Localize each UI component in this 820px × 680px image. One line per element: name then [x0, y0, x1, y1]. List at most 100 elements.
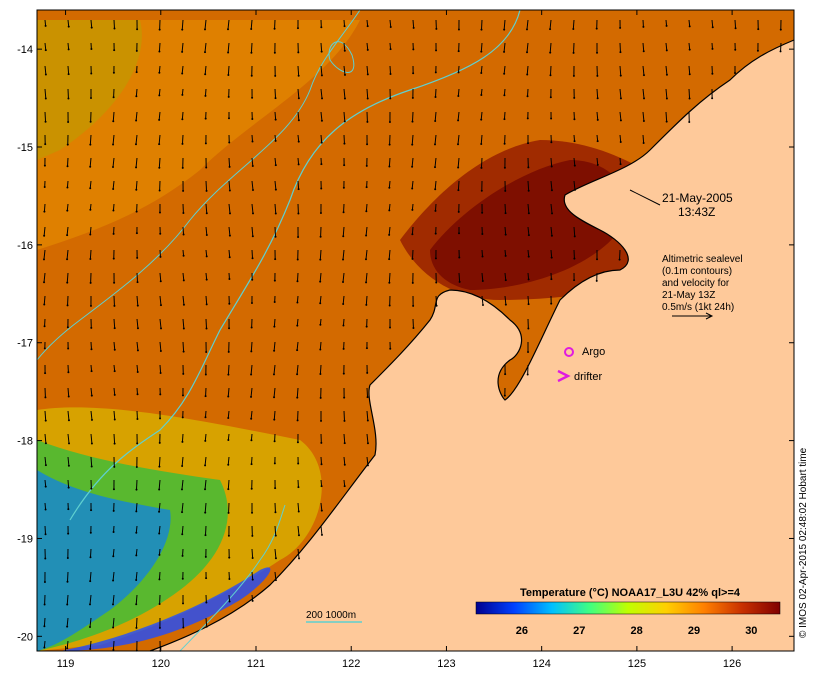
- velocity-arrow-head: [504, 254, 507, 257]
- velocity-arrow-head: [228, 141, 231, 144]
- velocity-arrow-head: [113, 370, 116, 373]
- velocity-arrow-head: [136, 418, 139, 421]
- velocity-arrow-head: [182, 303, 185, 306]
- velocity-arrow-head: [113, 393, 116, 396]
- velocity-arrow-head: [320, 187, 323, 190]
- velocity-arrow-head: [250, 302, 253, 305]
- velocity-arrow-head: [159, 417, 162, 420]
- velocity-arrow-head: [320, 163, 323, 166]
- velocity-arrow-head: [527, 303, 530, 306]
- velocity-arrow-head: [182, 212, 185, 215]
- velocity-arrow-head: [342, 211, 345, 214]
- velocity-arrow: [619, 157, 622, 165]
- velocity-arrow: [366, 88, 369, 99]
- velocity-arrow-head: [596, 97, 599, 100]
- velocity-arrow: [158, 42, 161, 52]
- velocity-arrow-head: [527, 234, 530, 237]
- velocity-arrow-head: [43, 303, 46, 306]
- velocity-arrow-head: [228, 165, 231, 168]
- velocity-arrow: [297, 65, 300, 76]
- velocity-arrow-head: [273, 462, 276, 465]
- argo-label: Argo: [582, 346, 605, 358]
- velocity-arrow-head: [228, 302, 231, 305]
- velocity-arrow-head: [412, 26, 415, 29]
- velocity-arrow-head: [181, 72, 184, 75]
- velocity-arrow: [89, 640, 92, 650]
- velocity-arrow-head: [481, 255, 484, 258]
- velocity-arrow: [411, 226, 414, 235]
- velocity-arrow-head: [113, 281, 116, 284]
- velocity-arrow-head: [90, 465, 93, 468]
- velocity-arrow-head: [67, 532, 70, 535]
- velocity-arrow: [227, 456, 230, 465]
- velocity-arrow: [573, 180, 576, 190]
- velocity-arrow: [527, 295, 530, 305]
- colorbar-title: Temperature (°C) NOAA17_L3U 42% ql>=4: [520, 587, 741, 599]
- velocity-arrow: [273, 364, 276, 375]
- velocity-arrow: [273, 387, 276, 398]
- velocity-arrow-head: [44, 419, 47, 422]
- argo-marker-icon: [564, 347, 574, 357]
- velocity-arrow-head: [204, 555, 207, 558]
- velocity-arrow-head: [342, 235, 345, 238]
- velocity-arrow-head: [113, 49, 116, 52]
- velocity-arrow-head: [135, 578, 138, 581]
- velocity-arrow: [642, 65, 645, 76]
- velocity-arrow: [711, 19, 714, 28]
- velocity-arrow-head: [596, 74, 599, 77]
- velocity-arrow: [43, 272, 46, 283]
- velocity-arrow: [342, 295, 345, 305]
- velocity-arrow-head: [158, 488, 161, 491]
- velocity-arrow-head: [388, 258, 391, 261]
- velocity-arrow: [550, 226, 553, 236]
- velocity-arrow: [205, 226, 208, 236]
- velocity-arrow: [320, 65, 323, 76]
- velocity-arrow-head: [227, 488, 230, 491]
- velocity-arrow-head: [227, 416, 230, 419]
- velocity-arrow: [434, 111, 437, 122]
- velocity-arrow-head: [366, 371, 369, 374]
- velocity-arrow-head: [273, 440, 276, 443]
- velocity-arrow: [136, 272, 139, 283]
- velocity-arrow: [296, 295, 299, 303]
- velocity-arrow: [296, 364, 299, 375]
- velocity-arrow-head: [228, 600, 231, 603]
- velocity-arrow-head: [319, 348, 322, 351]
- velocity-arrow-head: [503, 50, 506, 53]
- velocity-arrow: [596, 157, 599, 165]
- velocity-arrow: [250, 19, 253, 30]
- velocity-arrow: [619, 65, 622, 76]
- velocity-arrow: [228, 203, 231, 214]
- x-axis: 119 120 121 122 123 124 125 126: [57, 10, 741, 670]
- velocity-arrow-head: [549, 28, 552, 31]
- velocity-arrow-head: [204, 373, 207, 376]
- velocity-arrow: [181, 111, 184, 120]
- velocity-arrow-head: [43, 625, 46, 628]
- velocity-arrow: [159, 364, 162, 374]
- velocity-arrow-head: [44, 485, 47, 488]
- velocity-arrow-head: [665, 97, 668, 100]
- velocity-arrow-head: [251, 212, 254, 215]
- velocity-arrow: [503, 111, 506, 120]
- velocity-arrow-head: [526, 373, 529, 376]
- velocity-arrow-head: [182, 327, 185, 330]
- velocity-arrow-head: [204, 94, 207, 97]
- velocity-arrow-head: [527, 350, 530, 353]
- velocity-arrow-head: [688, 48, 691, 51]
- y-tick-label: -14: [17, 44, 33, 56]
- velocity-arrow: [526, 42, 529, 53]
- velocity-arrow-head: [66, 281, 69, 284]
- velocity-arrow: [480, 134, 483, 145]
- velocity-arrow: [181, 502, 184, 513]
- velocity-arrow-head: [66, 557, 69, 560]
- velocity-arrow: [136, 387, 139, 395]
- velocity-arrow: [135, 180, 138, 190]
- velocity-arrow: [158, 111, 161, 120]
- velocity-arrow: [297, 157, 300, 165]
- velocity-arrow-head: [711, 97, 714, 100]
- velocity-arrow: [665, 42, 668, 51]
- velocity-arrow: [273, 341, 276, 351]
- velocity-arrow: [527, 226, 530, 236]
- velocity-arrow-head: [550, 234, 553, 237]
- velocity-arrow-head: [642, 25, 645, 28]
